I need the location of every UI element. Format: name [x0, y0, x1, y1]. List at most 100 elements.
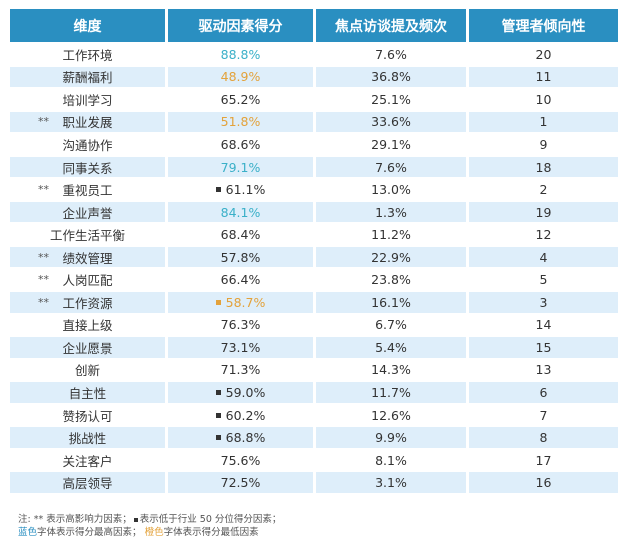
table-body: 工作环境 88.8% 7.6% 20 薪酬福利 48.9% 36.8% 11 培训学习 65.2%… [10, 44, 618, 493]
cell-interview-frequency: 12.6% [316, 404, 466, 426]
cell-dimension: 培训学习 [10, 89, 165, 110]
cell-driver-score: 72.5% [168, 472, 313, 493]
table-row: 企业声誉 84.1% 1.3% 19 [10, 201, 618, 223]
cell-driver-score: 65.2% [168, 89, 313, 110]
score-value: 65.2% [220, 91, 261, 107]
table-row: 工作生活平衡 68.4% 11.2% 12 [10, 224, 618, 245]
footnote-prefix: 注: [18, 514, 31, 525]
dimension-label: 人岗匹配 [62, 273, 113, 289]
cell-interview-frequency: 16.1% [316, 292, 466, 313]
dimension-label: 关注客户 [62, 453, 113, 469]
cell-interview-frequency: 8.1% [316, 449, 466, 471]
score-value: 71.3% [220, 362, 261, 378]
high-impact-stars: ** [38, 183, 49, 197]
cell-dimension: 创新 [10, 359, 165, 381]
cell-manager-tendency: 9 [469, 134, 618, 155]
score-value: 79.1% [220, 159, 261, 175]
score-value: 75.6% [220, 452, 261, 468]
cell-interview-frequency: 33.6% [316, 111, 466, 133]
cell-dimension: 薪酬福利 [10, 66, 165, 88]
table-row: 薪酬福利 48.9% 36.8% 11 [10, 66, 618, 88]
dimension-label: 挑战性 [68, 431, 107, 447]
cell-dimension: ** 职业发展 [10, 111, 165, 133]
cell-manager-tendency: 10 [469, 89, 618, 110]
dimension-label: 绩效管理 [62, 250, 113, 266]
cell-dimension: 工作环境 [10, 44, 165, 65]
cell-manager-tendency: 11 [469, 66, 618, 88]
cell-driver-score: 76.3% [168, 314, 313, 336]
table-row: ** 人岗匹配 66.4% 23.8% 5 [10, 269, 618, 291]
score-value: 68.8% [225, 430, 266, 446]
dimension-label: 工作生活平衡 [49, 228, 125, 244]
cell-driver-score: 66.4% [168, 269, 313, 291]
cell-driver-score: 60.2% [168, 404, 313, 426]
cell-manager-tendency: 14 [469, 314, 618, 336]
cell-driver-score: 75.6% [168, 449, 313, 471]
cell-interview-frequency: 7.6% [316, 156, 466, 178]
table-row: ** 职业发展 51.8% 33.6% 1 [10, 111, 618, 133]
cell-driver-score: 73.1% [168, 337, 313, 358]
footnote-line-2: 蓝色字体表示得分最高因素； 橙色字体表示得分最低因素 [18, 526, 281, 539]
cell-driver-score: 58.7% [168, 292, 313, 313]
square-marker-icon [215, 187, 221, 193]
score-value: 72.5% [220, 475, 261, 491]
cell-manager-tendency: 3 [469, 292, 618, 313]
cell-manager-tendency: 4 [469, 246, 618, 268]
score-value: 57.8% [220, 249, 261, 265]
dimension-label: 同事关系 [62, 160, 113, 176]
footnote: 注: ** 表示高影响力因素； 表示低于行业 50 分位得分因素； 蓝色字体表示得… [18, 513, 281, 539]
cell-driver-score: 68.4% [168, 224, 313, 245]
score-value: 68.6% [220, 136, 261, 152]
cell-interview-frequency: 29.1% [316, 134, 466, 155]
cell-manager-tendency: 8 [469, 427, 618, 448]
table-row: 创新 71.3% 14.3% 13 [10, 359, 618, 381]
dimension-label: 企业愿景 [62, 340, 113, 356]
cell-dimension: 同事关系 [10, 156, 165, 178]
score-value: 66.4% [220, 272, 261, 288]
header-dimension: 维度 [10, 9, 165, 42]
square-marker-icon [215, 299, 221, 305]
cell-dimension: 高层领导 [10, 472, 165, 493]
footnote-part2: 表示低于行业 50 分位得分因素； [139, 514, 282, 525]
cell-dimension: 企业声誉 [10, 201, 165, 223]
header-manager-tendency: 管理者倾向性 [469, 9, 618, 42]
cell-manager-tendency: 15 [469, 337, 618, 358]
score-value: 76.3% [220, 317, 261, 333]
table-row: ** 绩效管理 57.8% 22.9% 4 [10, 246, 618, 268]
cell-manager-tendency: 17 [469, 449, 618, 471]
cell-dimension: 赞扬认可 [10, 404, 165, 426]
cell-interview-frequency: 11.2% [316, 224, 466, 245]
footnote-part4: 字体表示得分最低因素 [163, 527, 259, 538]
score-value: 68.4% [220, 227, 261, 243]
driver-table: 维度 驱动因素得分 焦点访谈提及频次 管理者倾向性 工作环境 88.8% 7.6% 2… [10, 9, 618, 495]
table-header: 维度 驱动因素得分 焦点访谈提及频次 管理者倾向性 [10, 9, 618, 42]
cell-manager-tendency: 5 [469, 269, 618, 291]
cell-interview-frequency: 3.1% [316, 472, 466, 493]
cell-driver-score: 84.1% [168, 201, 313, 223]
table-row: 赞扬认可 60.2% 12.6% 7 [10, 404, 618, 426]
score-value: 73.1% [220, 339, 261, 355]
cell-dimension: 直接上级 [10, 314, 165, 336]
cell-driver-score: 68.8% [168, 427, 313, 448]
cell-dimension: ** 绩效管理 [10, 246, 165, 268]
cell-dimension: ** 工作资源 [10, 292, 165, 313]
dimension-label: 重视员工 [62, 183, 113, 199]
cell-interview-frequency: 14.3% [316, 359, 466, 381]
table-row: ** 重视员工 61.1% 13.0% 2 [10, 179, 618, 200]
score-value: 59.0% [225, 384, 266, 400]
cell-manager-tendency: 20 [469, 44, 618, 65]
cell-manager-tendency: 7 [469, 404, 618, 426]
cell-driver-score: 59.0% [168, 382, 313, 403]
footnote-blue-word: 蓝色 [18, 527, 38, 538]
score-value: 58.7% [225, 294, 266, 310]
header-interview-frequency: 焦点访谈提及频次 [316, 9, 466, 42]
cell-driver-score: 51.8% [168, 111, 313, 133]
cell-driver-score: 88.8% [168, 44, 313, 65]
dimension-label: 工作资源 [62, 295, 113, 311]
dimension-label: 企业声誉 [62, 205, 113, 221]
cell-driver-score: 79.1% [168, 156, 313, 178]
cell-dimension: ** 重视员工 [10, 179, 165, 200]
score-value: 51.8% [220, 114, 261, 130]
cell-manager-tendency: 12 [469, 224, 618, 245]
dimension-label: 职业发展 [62, 115, 113, 131]
